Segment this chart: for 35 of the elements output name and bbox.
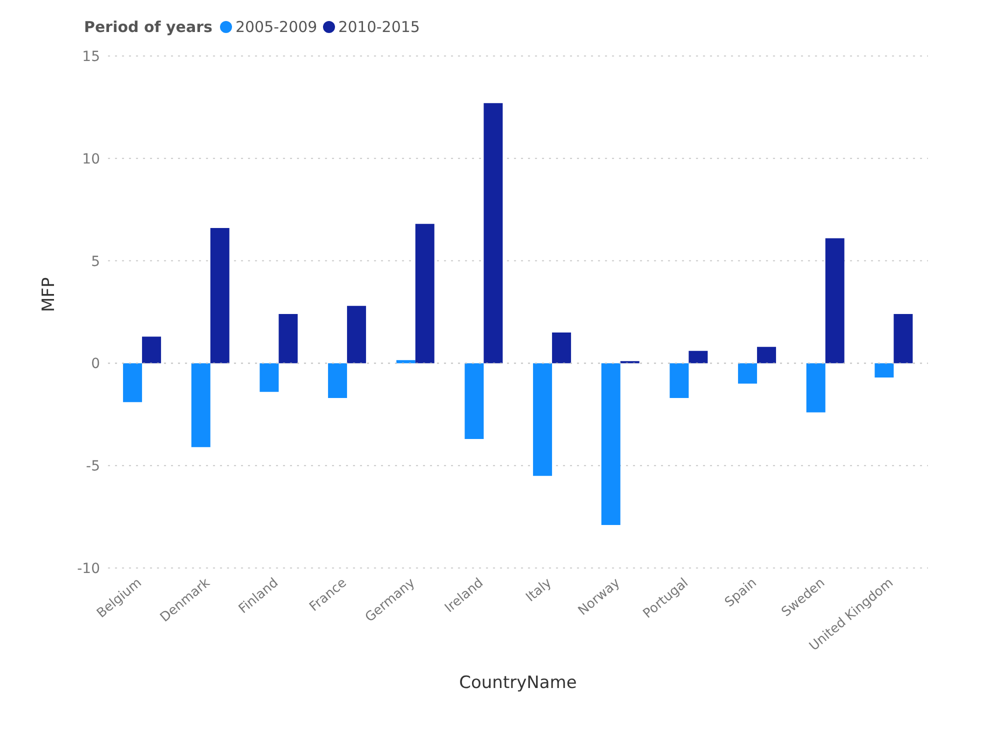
bar bbox=[464, 363, 484, 439]
bar bbox=[484, 103, 503, 364]
bar bbox=[415, 224, 434, 364]
bar bbox=[260, 363, 279, 392]
y-axis-title: MFP bbox=[39, 277, 60, 312]
y-tick-label: 15 bbox=[82, 48, 100, 65]
bar bbox=[757, 346, 776, 364]
y-tick-label: 10 bbox=[82, 151, 100, 168]
x-axis-title: CountryName bbox=[459, 673, 577, 693]
bar bbox=[688, 350, 708, 364]
legend-label: 2005-2009 bbox=[235, 18, 318, 36]
bar bbox=[601, 363, 620, 525]
bar bbox=[825, 238, 844, 364]
bar bbox=[874, 363, 894, 378]
bar bbox=[123, 363, 142, 402]
bar bbox=[670, 363, 689, 398]
bar bbox=[894, 314, 913, 364]
bar bbox=[142, 336, 162, 364]
legend-title: Period of years bbox=[84, 18, 212, 36]
legend-label: 2010-2015 bbox=[338, 18, 420, 36]
bar bbox=[210, 228, 230, 364]
bar bbox=[806, 363, 826, 412]
y-tick-label: 0 bbox=[91, 356, 100, 372]
y-tick-label: -5 bbox=[86, 458, 100, 475]
bar bbox=[278, 314, 298, 364]
y-tick-label: 5 bbox=[91, 254, 100, 270]
bar bbox=[738, 363, 758, 384]
bar bbox=[533, 363, 552, 476]
bar bbox=[347, 306, 366, 364]
bar bbox=[552, 332, 572, 364]
bar bbox=[396, 360, 416, 364]
bar bbox=[191, 363, 210, 448]
x-tick-label: Italy bbox=[523, 575, 555, 606]
bar bbox=[328, 363, 348, 398]
y-tick-label: -10 bbox=[77, 560, 100, 577]
